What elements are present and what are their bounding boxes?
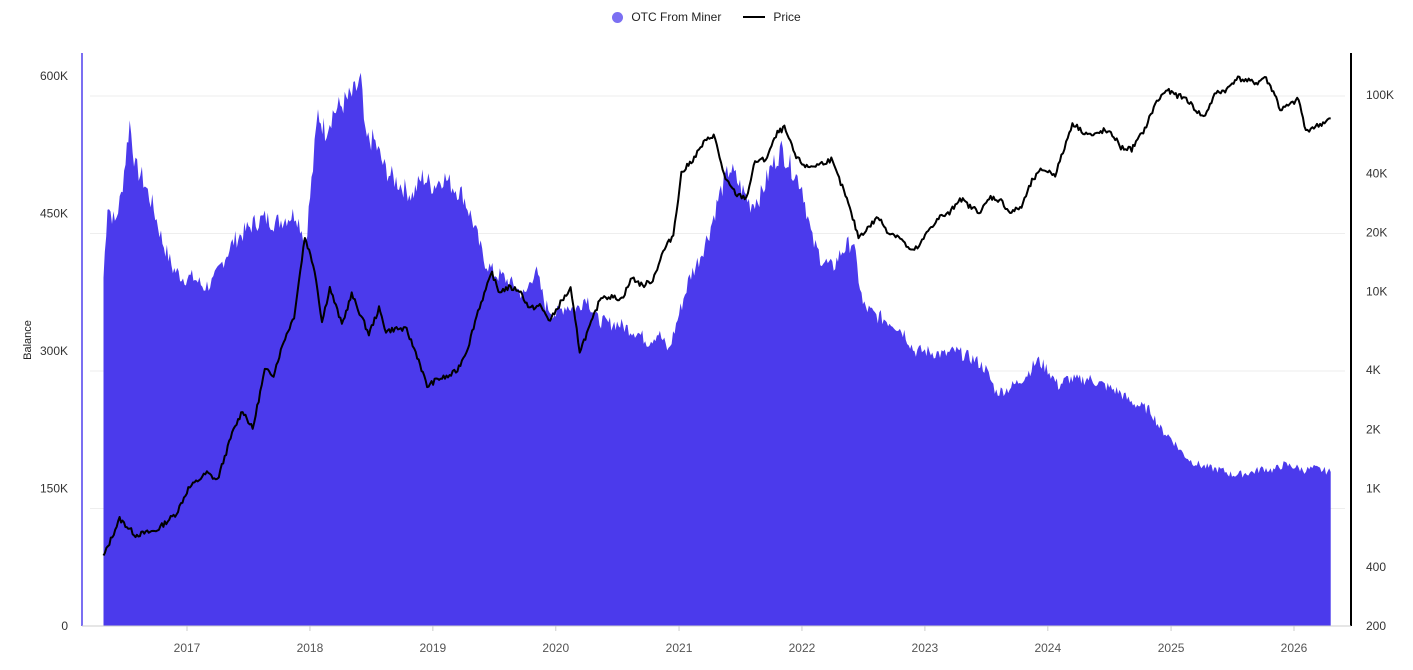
right-axis-ticks: 200 400 1K 2K 4K 10K 20K 40K 100K: [1366, 88, 1394, 633]
balance-area-layer: [103, 72, 1331, 626]
x-tick-label: 2023: [912, 641, 939, 655]
legend-item-price[interactable]: Price: [743, 10, 801, 24]
y-left-tick-label: 0: [61, 619, 68, 633]
y-right-tick-label: 2K: [1366, 422, 1381, 436]
x-tick-label: 2017: [174, 641, 201, 655]
y-left-tick-label: 450K: [40, 207, 68, 221]
legend-line-icon: [743, 16, 766, 18]
x-tick-label: 2022: [789, 641, 816, 655]
y-axis-label-left: Balance: [22, 320, 34, 360]
y-right-tick-label: 4K: [1366, 363, 1381, 377]
x-tick-label: 2024: [1034, 641, 1061, 655]
legend-item-otc-from-miner[interactable]: OTC From Miner: [612, 10, 721, 24]
x-tick-label: 2021: [666, 641, 693, 655]
price-line[interactable]: [102, 75, 1331, 556]
y-left-tick-label: 600K: [40, 69, 68, 83]
x-axis-ticks: 2017 2018 2019 2020 2021 2022 2023 2024 2025 2026: [174, 626, 1308, 655]
y-right-tick-label: 40K: [1366, 166, 1387, 180]
x-tick-label: 2026: [1281, 641, 1308, 655]
legend-label-otc-from-miner: OTC From Miner: [631, 10, 722, 24]
x-tick-label: 2020: [542, 641, 569, 655]
x-tick-label: 2025: [1158, 641, 1185, 655]
x-tick-label: 2019: [419, 641, 446, 655]
legend-label-price: Price: [773, 10, 801, 24]
y-right-tick-label: 10K: [1366, 285, 1387, 299]
left-axis-ticks: 0 150K 300K 450K 600K: [40, 69, 68, 633]
x-tick-label: 2018: [297, 641, 324, 655]
y-left-tick-label: 300K: [40, 344, 68, 358]
y-right-tick-label: 1K: [1366, 481, 1381, 495]
y-right-tick-label: 20K: [1366, 226, 1387, 240]
price-line-layer: [102, 75, 1331, 556]
y-left-tick-label: 150K: [40, 482, 68, 496]
y-right-tick-label: 100K: [1366, 88, 1394, 102]
otc-from-miner-area[interactable]: [103, 72, 1331, 626]
y-right-tick-label: 200: [1366, 619, 1386, 633]
chart-legend: OTC From Miner Price: [0, 10, 1413, 24]
legend-dot-icon: [612, 11, 624, 23]
y-right-tick-label: 400: [1366, 560, 1386, 574]
